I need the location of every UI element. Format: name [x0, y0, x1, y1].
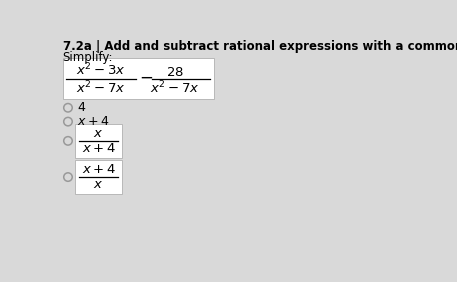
Text: $x+4$: $x+4$ [81, 163, 116, 176]
Text: $x$: $x$ [93, 127, 104, 140]
Text: $x^2 - 7x$: $x^2 - 7x$ [76, 80, 126, 97]
FancyBboxPatch shape [63, 58, 214, 98]
Text: $4$: $4$ [77, 101, 86, 114]
Text: $x$: $x$ [93, 178, 104, 191]
Text: $28$: $28$ [166, 65, 184, 78]
Text: −: − [139, 69, 153, 87]
Text: Simplify:: Simplify: [63, 51, 113, 64]
Text: $x^2 - 3x$: $x^2 - 3x$ [76, 62, 126, 78]
FancyBboxPatch shape [75, 124, 122, 158]
Text: 7.2a | Add and subtract rational expressions with a common denominator: 7.2a | Add and subtract rational express… [63, 40, 457, 53]
FancyBboxPatch shape [75, 160, 122, 194]
Text: $x+4$: $x+4$ [81, 142, 116, 155]
Text: $x^2 - 7x$: $x^2 - 7x$ [150, 80, 200, 97]
Text: $x + 4$: $x + 4$ [77, 115, 109, 128]
